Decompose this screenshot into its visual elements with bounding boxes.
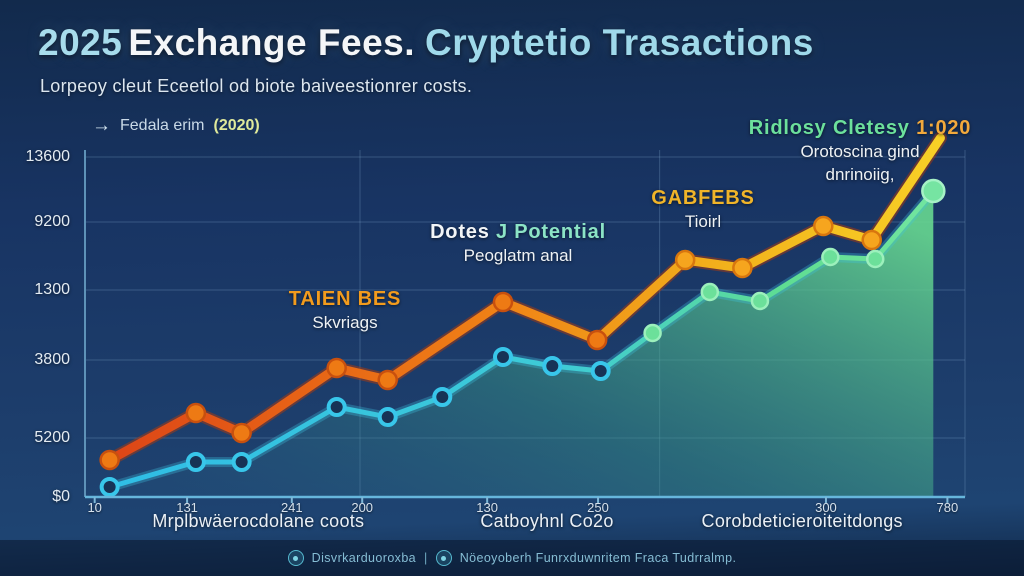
annotation-title: GABFEBS	[651, 187, 755, 209]
chart-plot-area	[84, 131, 966, 503]
y-tick-label: 5200	[34, 429, 70, 446]
x-tick-label: 241	[280, 500, 303, 515]
x-tick-label: 780	[936, 500, 959, 515]
data-point-marker	[921, 178, 946, 204]
data-point-marker	[732, 257, 753, 279]
annotation-dotes-potential: Dotes J Potential Peoglatm anal	[430, 220, 606, 268]
x-category-label: Catboyhnl Co2o	[480, 511, 614, 531]
annotation-title-part2: J Potential	[496, 221, 606, 243]
annotation-subtitle: Tioirl	[684, 212, 722, 231]
footer-text-1: Disvrkarduoroxba	[311, 551, 417, 565]
data-point-marker	[643, 323, 662, 343]
y-tick-label: $0	[52, 488, 70, 505]
annotation-line3: dnrinoiig,	[825, 164, 895, 184]
chart-svg	[84, 131, 966, 503]
page-title: 2025 Exchange Fees. Cryptetio Trasactions	[38, 22, 814, 64]
data-point-marker	[231, 422, 252, 444]
title-main: Exchange Fees.	[128, 22, 415, 63]
data-point-marker	[326, 397, 347, 417]
x-tick-label: 130	[476, 500, 499, 515]
annotation-title-part2: 1:020	[916, 117, 972, 139]
legend-year: (2020)	[213, 116, 260, 134]
footer-separator: |	[424, 551, 428, 565]
y-tick-label: 13600	[25, 148, 71, 165]
data-point-marker	[813, 215, 834, 237]
footer-bar: Disvrkarduoroxba | Nöeoyoberh Funrxduwnr…	[0, 540, 1024, 576]
footer-text-2: Nöeoyoberh Funrxduwnritem Fraca Tudrralm…	[459, 551, 737, 565]
footer-badge-icon	[287, 550, 304, 566]
annotation-title-part1: Ridlosy Cletesy	[748, 117, 910, 139]
data-point-marker	[700, 282, 720, 302]
annotation-ridlosy-cletesy: Ridlosy Cletesy 1:020 Orotoscina gind dn…	[749, 116, 971, 187]
y-axis-labels: 13600 9200 1300 3800 5200 $0	[0, 148, 78, 505]
x-tick-label: 300	[815, 500, 837, 515]
data-point-marker	[326, 357, 347, 379]
data-point-marker	[493, 347, 513, 367]
x-category-label: Mrplbwäerocdolane coots	[152, 511, 365, 531]
data-point-marker	[99, 477, 120, 497]
y-tick-label: 9200	[34, 213, 70, 230]
page-subtitle: Lorpeoy cleut Eceetlol od biote baiveest…	[40, 76, 473, 96]
data-point-marker	[185, 402, 207, 424]
x-tick-label: 131	[176, 500, 198, 515]
title-year: 2025	[38, 22, 123, 63]
annotation-title-part1: Dotes	[430, 221, 490, 243]
title-accent: Cryptetio Trasactions	[425, 22, 814, 63]
annotation-gabfebs: GABFEBS Tioirl	[651, 186, 754, 234]
x-tick-label: 250	[587, 500, 609, 515]
data-point-marker	[861, 229, 882, 251]
data-point-marker	[185, 452, 206, 472]
data-point-marker	[821, 247, 840, 267]
chart-legend: → Fedala erim (2020)	[92, 116, 260, 135]
arrow-right-icon: →	[92, 115, 111, 136]
annotation-subtitle: Peoglatm anal	[463, 246, 573, 265]
annotation-title: TAIEN BES	[288, 288, 402, 310]
y-tick-label: 3800	[34, 351, 70, 368]
data-point-marker	[542, 356, 563, 376]
annotation-title: Dotes J Potential	[430, 220, 606, 245]
data-point-marker	[590, 361, 611, 381]
data-point-marker	[750, 291, 770, 311]
data-point-marker	[99, 449, 120, 471]
y-tick-label: 1300	[34, 281, 70, 298]
x-tick-label: 200	[351, 500, 374, 515]
legend-label: Fedala erim	[120, 116, 205, 134]
x-category-label: Corobdeticieroiteitdongs	[701, 511, 903, 531]
data-point-marker	[865, 249, 885, 269]
data-point-marker	[492, 291, 514, 313]
data-point-marker	[586, 329, 608, 351]
x-axis-labels: 10 131 241 200 130 250 300 780 Mrplbwäerocdolane…	[85, 497, 965, 537]
x-tick-label: 10	[87, 500, 102, 515]
data-point-marker	[231, 452, 252, 472]
data-point-marker	[674, 249, 696, 271]
data-point-marker	[432, 387, 453, 407]
annotation-line2: Orotoscina gind	[800, 142, 920, 161]
data-point-marker	[377, 369, 398, 391]
annotation-title: Ridlosy Cletesy 1:020	[749, 116, 971, 141]
annotation-taien-bes: TAIEN BES Skvriags	[289, 287, 401, 335]
data-point-marker	[377, 407, 398, 427]
annotation-subtitle: Skvriags	[312, 313, 378, 332]
footer-globe-icon	[435, 550, 452, 566]
